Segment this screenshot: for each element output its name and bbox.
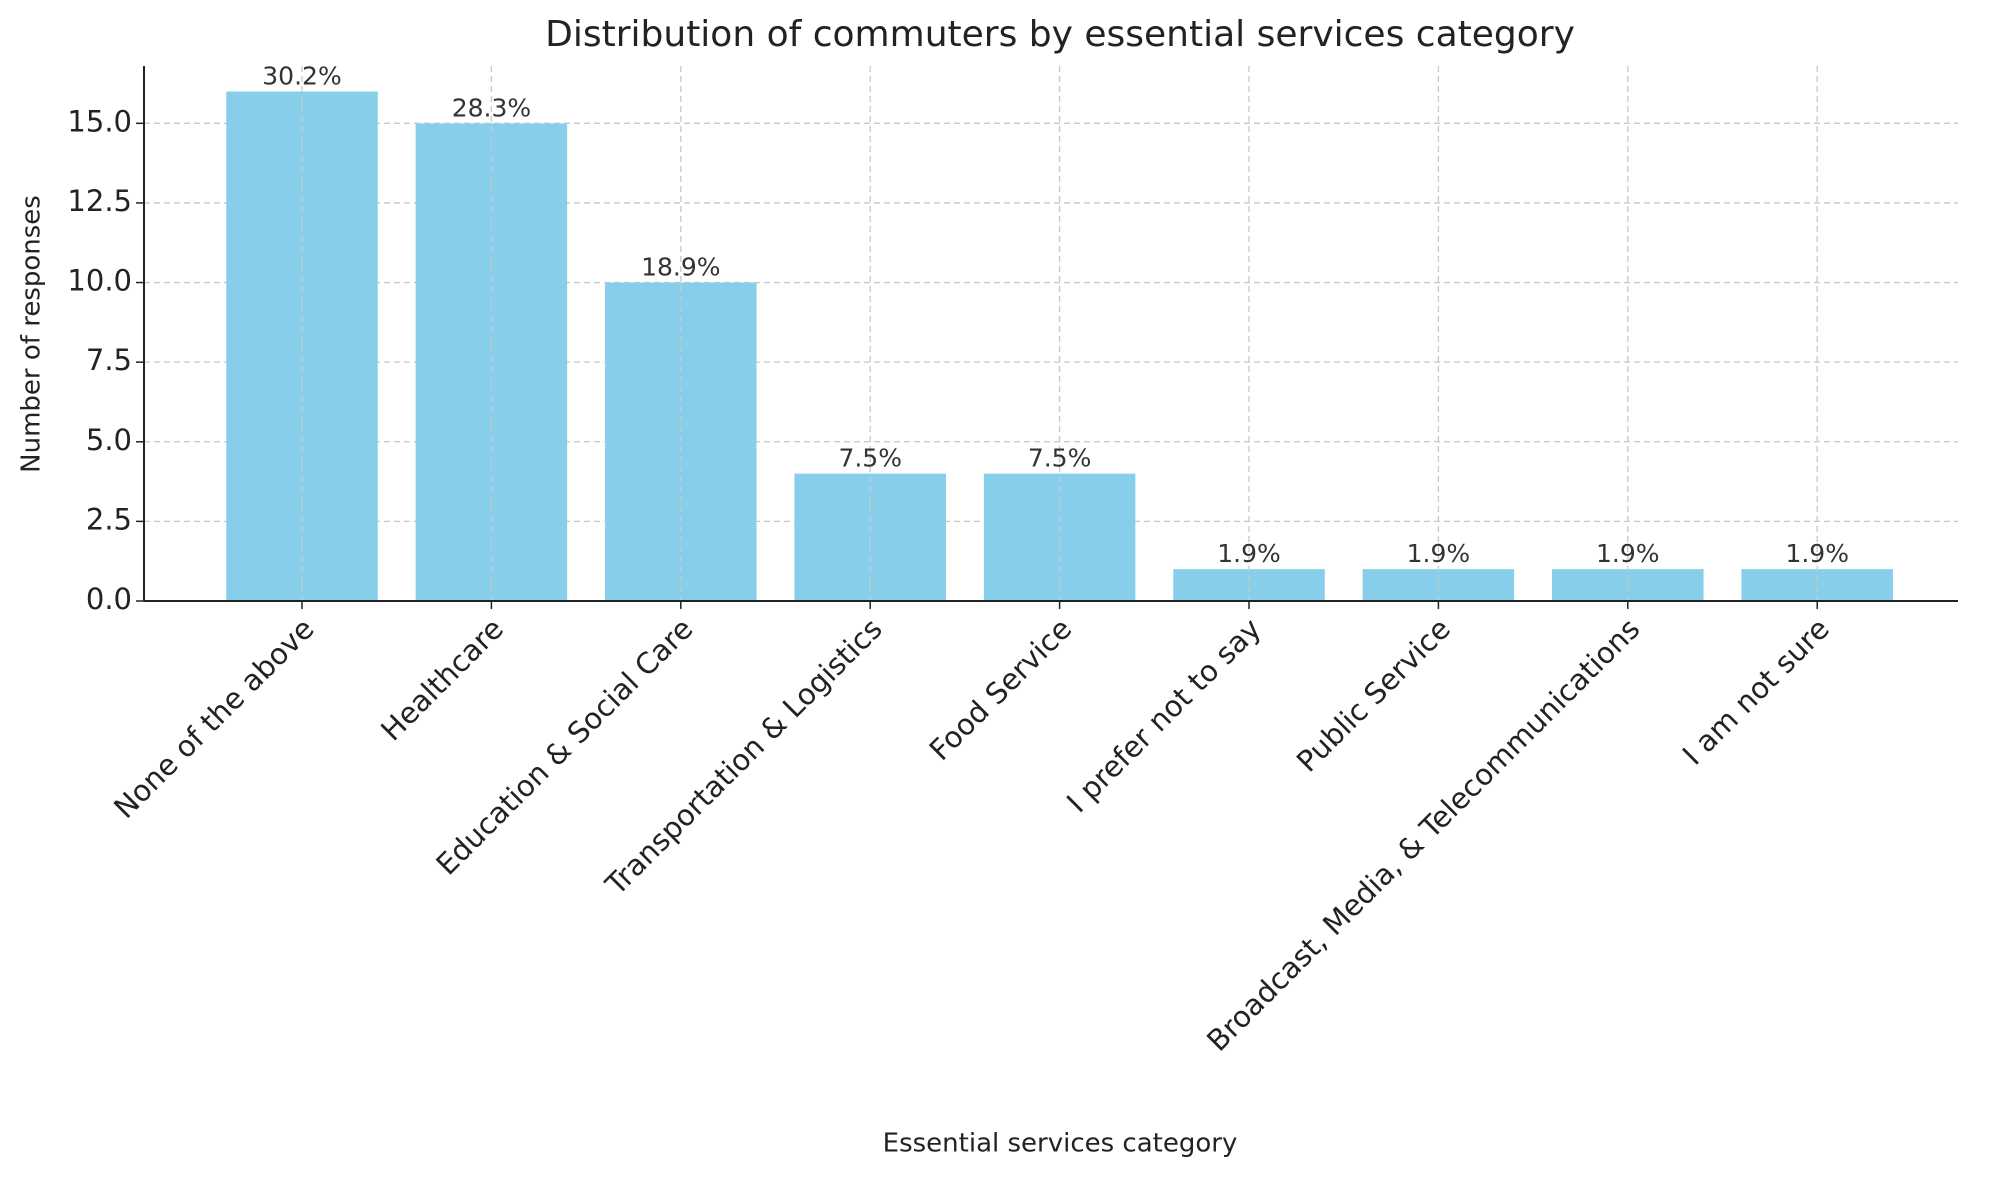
bar-label: 1.9%: [1217, 539, 1281, 568]
bar-label: 28.3%: [452, 93, 531, 122]
chart-title: Distribution of commuters by essential s…: [545, 14, 1575, 55]
bar-label: 1.9%: [1407, 539, 1471, 568]
bar-label: 18.9%: [641, 253, 720, 282]
bar-label: 7.5%: [838, 444, 902, 473]
y-tick-label: 7.5: [86, 343, 132, 377]
x-tick-label: Broadcast, Media, & Telecommunications: [1200, 612, 1646, 1058]
x-tick-label: Healthcare: [374, 612, 510, 748]
bar-label: 1.9%: [1785, 539, 1849, 568]
bar: [1362, 569, 1515, 601]
bar-label: 7.5%: [1028, 444, 1092, 473]
bar-label: 30.2%: [262, 61, 341, 90]
x-tick-label: Food Service: [923, 612, 1079, 768]
y-tick-label: 0.0: [86, 582, 132, 616]
bar: [1552, 569, 1704, 601]
x-tick-label: I prefer not to say: [1060, 612, 1268, 820]
x-tick-label: I am not sure: [1676, 612, 1836, 772]
bar: [1741, 569, 1893, 601]
bar-label: 1.9%: [1596, 539, 1660, 568]
y-axis-label: Number of responses: [17, 195, 47, 473]
y-tick-label: 15.0: [67, 104, 132, 138]
y-tick-label: 5.0: [86, 423, 132, 457]
y-tick-label: 12.5: [67, 184, 132, 218]
bar: [1173, 569, 1325, 601]
x-tick-label: None of the above: [107, 612, 320, 825]
y-tick-label: 2.5: [86, 502, 132, 536]
y-tick-label: 10.0: [67, 264, 132, 298]
x-tick-label: Public Service: [1290, 612, 1457, 779]
x-axis-label: Essential services category: [883, 1129, 1238, 1159]
